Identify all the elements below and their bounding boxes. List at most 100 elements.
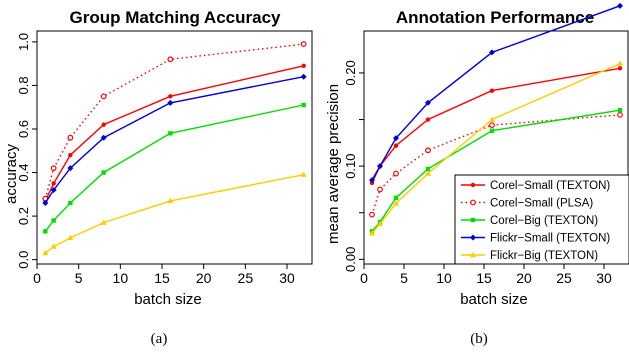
chart-b-series-2-point: [489, 122, 495, 129]
chart-a-y-tick-label: 0.0: [16, 251, 31, 269]
chart-a-series-2-line: [44, 43, 304, 199]
chart-a-series-5-point: [50, 243, 57, 249]
chart-a-series-4-point: [100, 134, 107, 141]
legend-swatch-marker: [470, 182, 476, 188]
chart-b-x-tick-label: 0: [360, 270, 368, 286]
chart-b-series: [369, 2, 623, 236]
chart-a-y-tick-label: 0.4: [16, 164, 31, 182]
chart-b-series-2-point: [393, 170, 399, 177]
legend-entry-label: Corel−Big (TEXTON): [490, 215, 598, 227]
chart-a-y-tick-label: 0.2: [16, 207, 31, 225]
chart-a-y-tick-label: 1.0: [16, 33, 31, 51]
chart-a-x-tick-label: 25: [238, 270, 254, 286]
chart-b-x-axis-label: batch size: [460, 291, 528, 308]
chart-b-series-5-point: [377, 220, 383, 227]
chart-a-plot-frame: [36, 30, 313, 265]
chart-a-series-4-point: [300, 73, 307, 80]
chart-a-y-ticks: 0.0 0.2 0.4 0.6 0.8 1.0: [16, 33, 37, 269]
chart-b-series-4-point: [377, 163, 383, 170]
chart-b-x-tick-label: 20: [516, 270, 532, 286]
chart-a-series-1-point: [101, 122, 106, 127]
chart-a-series-3-point: [168, 131, 173, 136]
chart-b-series-5-point: [369, 230, 375, 236]
legend-entry-label: Flickr−Small (TEXTON): [490, 233, 610, 245]
chart-b-series-4-point: [617, 2, 623, 9]
chart-a-series-5-point: [67, 234, 74, 241]
chart-a-series-1-point: [51, 181, 56, 186]
chart-a-series-3-point: [101, 170, 106, 175]
legend-swatch-marker: [470, 234, 476, 241]
chart-b-x-tick-label: 10: [436, 270, 452, 286]
chart-a-series: [42, 41, 307, 256]
chart-a-series-4-point: [50, 186, 57, 193]
chart-a-series-3-point: [51, 218, 56, 223]
chart-a-x-tick-label: 5: [75, 270, 83, 286]
legend-swatch-marker: [470, 251, 476, 258]
chart-a-y-axis-label: accuracy: [3, 143, 20, 204]
chart-b-series-4-point: [393, 135, 399, 142]
chart-a-y-tick-label: 0.6: [16, 120, 31, 138]
chart-a-series-1-line: [44, 65, 304, 202]
chart-a-series-5-point: [167, 197, 174, 204]
chart-a-series-2-point: [100, 93, 107, 100]
chart-b-series-5-point: [425, 170, 431, 176]
chart-b-series-4-point: [489, 49, 495, 56]
chart-a-series-2-point: [50, 165, 57, 172]
chart-b-series-4-point: [369, 177, 375, 184]
chart-a-series-4-point: [167, 99, 174, 106]
chart-b-x-tick-label: 30: [596, 270, 612, 286]
chart-b-caption: (b): [470, 331, 488, 347]
chart-a-x-axis-label: batch size: [134, 291, 202, 308]
chart-b-series-5-point: [393, 200, 399, 206]
chart-a-series-1-point: [168, 94, 173, 99]
chart-b-x-ticks: 0 5 10 15 20 25 30: [360, 264, 612, 286]
chart-a-series-2-point: [67, 134, 74, 141]
chart-a-series-3-point: [301, 102, 306, 108]
chart-a-x-tick-label: 15: [154, 270, 170, 286]
chart-a-x-ticks: 0 5 10 15 20 25 30: [33, 264, 295, 286]
chart-a-series-5-point: [42, 249, 49, 256]
chart-b-y-tick-label: 0.00: [343, 247, 358, 272]
chart-b-series-1-point: [425, 117, 431, 122]
chart-a-x-tick-label: 30: [279, 270, 295, 286]
chart-b-series-2-line: [371, 114, 621, 215]
chart-b-series-4-point: [425, 99, 431, 106]
chart-a-series-4-point: [67, 165, 74, 172]
chart-b-series-5-point: [489, 116, 495, 122]
chart-a-series-3-line: [44, 104, 304, 232]
chart-b-series-2-point: [369, 211, 375, 218]
chart-a-series-3-point: [68, 200, 73, 206]
chart-b-series-1-point: [393, 143, 399, 148]
legend-entry-label: Corel−Small (TEXTON): [490, 180, 610, 192]
chart-b-y-tick-label: 0.20: [343, 60, 358, 85]
chart-a-x-tick-label: 0: [33, 270, 41, 286]
chart-b-y-ticks: 0.00 0.10 0.20: [343, 60, 364, 272]
chart-b-x-tick-label: 25: [556, 270, 572, 286]
chart-b-series-3-point: [425, 166, 431, 172]
chart-a: Group Matching Accuracy accuracy batch s…: [3, 8, 313, 347]
chart-b-series-2-point: [425, 147, 431, 154]
chart-b-x-tick-label: 5: [400, 270, 408, 286]
chart-a-x-tick-label: 10: [113, 270, 129, 286]
chart-b-series-2-point: [617, 111, 623, 118]
chart-b-y-axis-label: mean average precision: [325, 84, 342, 244]
chart-a-x-tick-label: 20: [196, 270, 212, 286]
chart-a-caption: (a): [151, 331, 168, 347]
chart-a-title: Group Matching Accuracy: [70, 8, 282, 27]
chart-b-series-1-point: [489, 88, 495, 93]
chart-b: Annotation Performance mean average prec…: [325, 2, 629, 347]
chart-a-series-1-point: [68, 152, 73, 158]
chart-a-series-4-line: [44, 76, 304, 204]
chart-b-series-3-point: [617, 108, 623, 113]
chart-a-series-5-point: [100, 219, 107, 225]
chart-b-series-3-point: [393, 195, 399, 201]
chart-a-y-tick-label: 0.8: [16, 76, 31, 94]
chart-a-series-1-point: [301, 63, 306, 69]
chart-b-y-tick-label: 0.10: [343, 153, 358, 178]
chart-a-series-3-point: [43, 229, 48, 234]
chart-a-series-2-point: [300, 41, 307, 47]
chart-b-legend: Corel−Small (TEXTON) Corel−Small (PLSA) Co…: [454, 174, 629, 265]
legend-swatch-marker: [470, 217, 476, 223]
legend-swatch-marker: [470, 199, 476, 206]
